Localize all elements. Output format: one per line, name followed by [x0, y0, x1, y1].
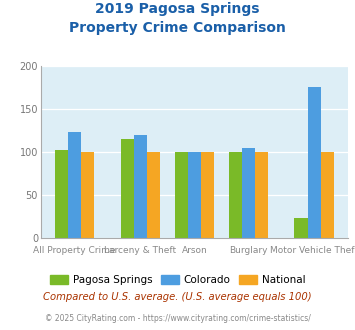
- Text: Motor Vehicle Theft: Motor Vehicle Theft: [270, 246, 355, 255]
- Bar: [242, 148, 255, 238]
- Bar: [321, 152, 334, 238]
- Bar: [188, 152, 201, 238]
- Bar: [307, 87, 321, 238]
- Bar: [81, 152, 94, 238]
- Text: Burglary: Burglary: [229, 246, 268, 255]
- Text: Property Crime Comparison: Property Crime Comparison: [69, 21, 286, 35]
- Text: Larceny & Theft: Larceny & Theft: [104, 246, 176, 255]
- Text: © 2025 CityRating.com - https://www.cityrating.com/crime-statistics/: © 2025 CityRating.com - https://www.city…: [45, 314, 310, 323]
- Text: 2019 Pagosa Springs: 2019 Pagosa Springs: [95, 2, 260, 16]
- Bar: [175, 152, 188, 238]
- Bar: [68, 132, 81, 238]
- Bar: [147, 152, 160, 238]
- Bar: [255, 152, 268, 238]
- Bar: [121, 139, 134, 238]
- Bar: [134, 135, 147, 238]
- Bar: [55, 150, 68, 238]
- Legend: Pagosa Springs, Colorado, National: Pagosa Springs, Colorado, National: [45, 271, 310, 289]
- Text: Arson: Arson: [181, 246, 207, 255]
- Text: Compared to U.S. average. (U.S. average equals 100): Compared to U.S. average. (U.S. average …: [43, 292, 312, 302]
- Bar: [201, 152, 214, 238]
- Text: All Property Crime: All Property Crime: [33, 246, 116, 255]
- Bar: [229, 152, 242, 238]
- Bar: [294, 218, 307, 238]
